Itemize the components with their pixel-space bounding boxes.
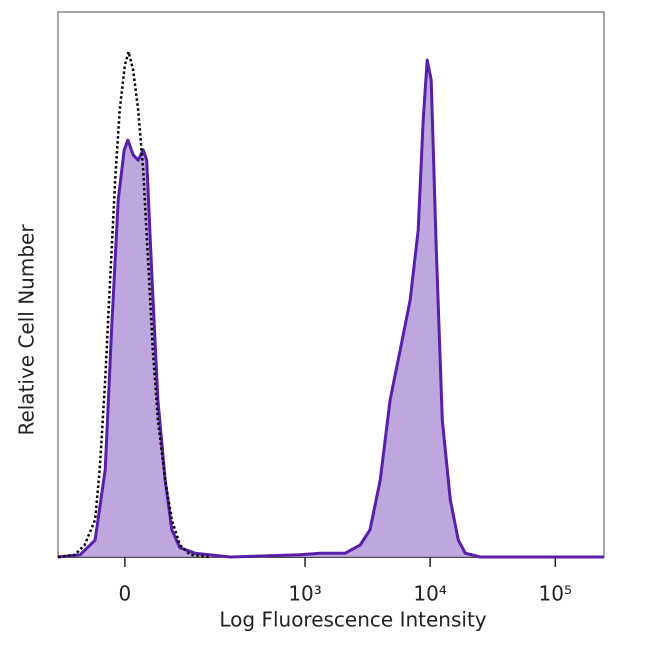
control-histogram xyxy=(57,50,210,559)
y-axis-label: Relative Cell Number xyxy=(15,224,39,436)
x-tick-label: 10³ xyxy=(288,582,321,606)
x-tick-label: 10⁴ xyxy=(413,582,446,606)
sample-histogram xyxy=(57,58,604,559)
x-tick-label: 0 xyxy=(119,582,132,606)
x-tick-label: 10⁵ xyxy=(539,582,572,606)
x-axis-label: Log Fluorescence Intensity xyxy=(219,608,486,632)
